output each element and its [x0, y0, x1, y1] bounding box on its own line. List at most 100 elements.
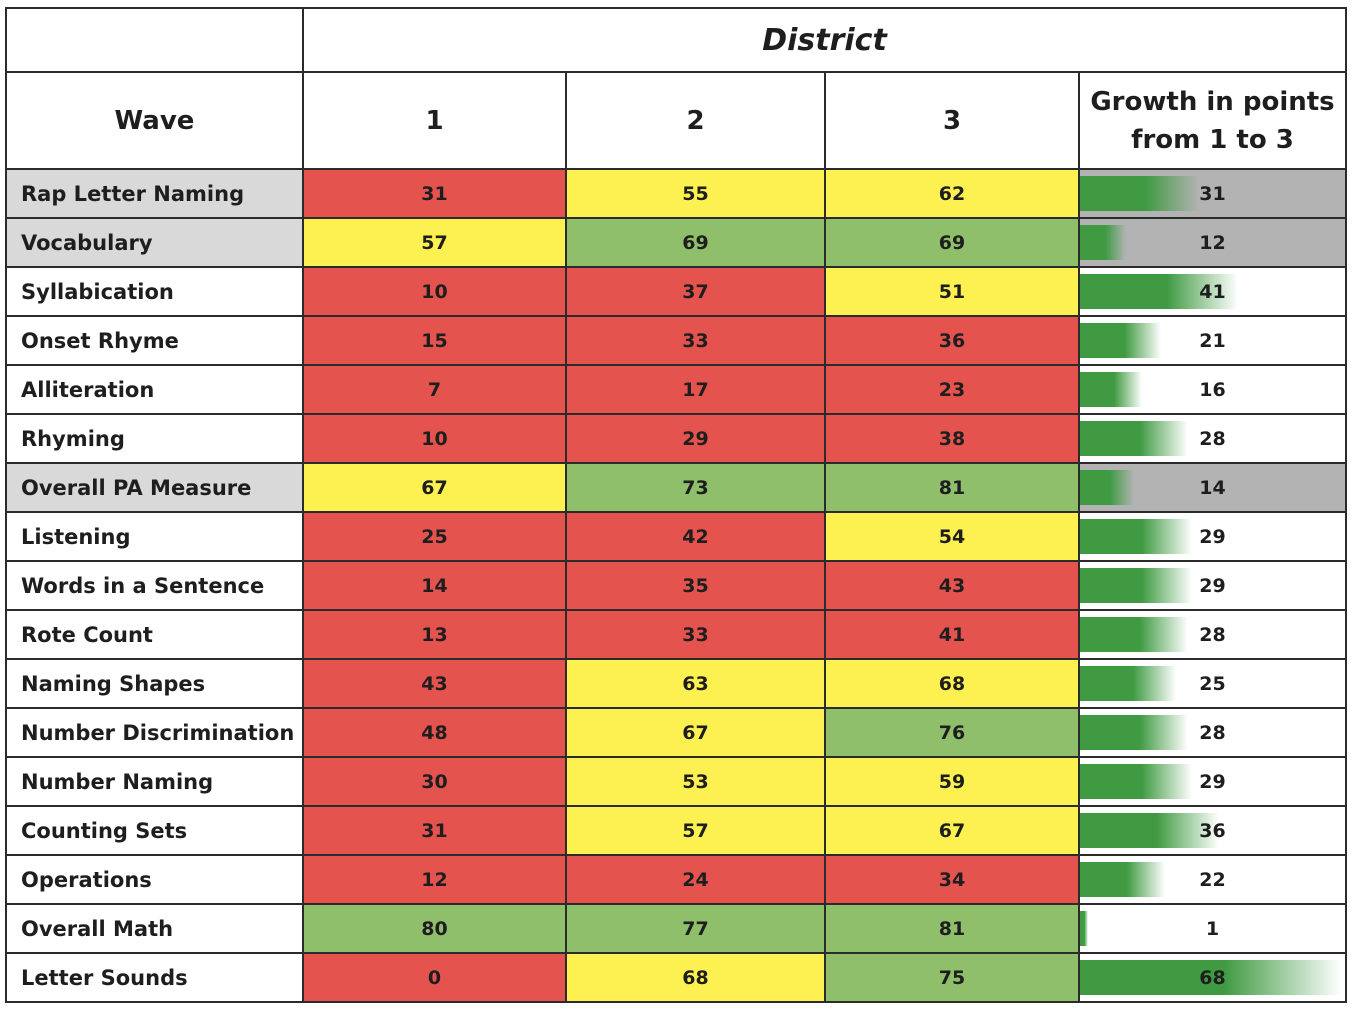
- value-cell: 31: [302, 805, 567, 856]
- growth-cell: 29: [1078, 756, 1347, 807]
- value-cell: 24: [565, 854, 826, 905]
- value-cell: 30: [302, 756, 567, 807]
- value-cell: 17: [565, 364, 826, 415]
- value-cell: 75: [824, 952, 1080, 1003]
- value-cell: 10: [302, 413, 567, 464]
- row-label: Rap Letter Naming: [5, 168, 304, 219]
- growth-bar: [1081, 421, 1188, 456]
- value-cell: 0: [302, 952, 567, 1003]
- value-cell: 14: [302, 560, 567, 611]
- value-cell: 67: [302, 462, 567, 513]
- value-cell: 31: [302, 168, 567, 219]
- growth-bar: [1081, 323, 1161, 358]
- value-cell: 69: [824, 217, 1080, 268]
- value-cell: 43: [824, 560, 1080, 611]
- value-cell: 35: [565, 560, 826, 611]
- value-cell: 43: [302, 658, 567, 709]
- growth-value: 28: [1199, 623, 1226, 646]
- table-row: Onset Rhyme 15 33 36 21: [5, 315, 1347, 366]
- growth-value: 36: [1199, 819, 1226, 842]
- value-cell: 15: [302, 315, 567, 366]
- row-label: Alliteration: [5, 364, 304, 415]
- value-cell: 67: [824, 805, 1080, 856]
- row-label: Syllabication: [5, 266, 304, 317]
- value-cell: 73: [565, 462, 826, 513]
- growth-cell: 41: [1078, 266, 1347, 317]
- growth-cell: 68: [1078, 952, 1347, 1003]
- value-cell: 51: [824, 266, 1080, 317]
- table-row: Overall Math 80 77 81 1: [5, 903, 1347, 954]
- table-row: Syllabication 10 37 51 41: [5, 266, 1347, 317]
- column-header-1: 1: [302, 71, 567, 170]
- row-label: Vocabulary: [5, 217, 304, 268]
- table-row: Overall PA Measure 67 73 81 14: [5, 462, 1347, 513]
- growth-value: 29: [1199, 770, 1226, 793]
- value-cell: 62: [824, 168, 1080, 219]
- growth-value: 12: [1199, 231, 1226, 254]
- value-cell: 29: [565, 413, 826, 464]
- table-row: Counting Sets 31 57 67 36: [5, 805, 1347, 856]
- growth-value: 25: [1199, 672, 1226, 695]
- growth-cell: 28: [1078, 609, 1347, 660]
- value-cell: 36: [824, 315, 1080, 366]
- growth-bar: [1081, 372, 1142, 407]
- table-row: Rhyming 10 29 38 28: [5, 413, 1347, 464]
- table-body: Rap Letter Naming 31 55 62 31 Vocabulary 57 69 6…: [5, 168, 1347, 1003]
- growth-value: 16: [1199, 378, 1226, 401]
- growth-bar: [1081, 764, 1192, 799]
- wave-header: Wave: [5, 71, 304, 170]
- table-row: Naming Shapes 43 63 68 25: [5, 658, 1347, 709]
- value-cell: 63: [565, 658, 826, 709]
- growth-value: 21: [1199, 329, 1226, 352]
- table-row: Number Naming 30 53 59 29: [5, 756, 1347, 807]
- growth-header-line1: Growth in points: [1090, 86, 1335, 117]
- column-header-3: 3: [824, 71, 1080, 170]
- growth-cell: 16: [1078, 364, 1347, 415]
- value-cell: 23: [824, 364, 1080, 415]
- growth-value: 14: [1199, 476, 1226, 499]
- value-cell: 81: [824, 903, 1080, 954]
- growth-header-line2: from 1 to 3: [1131, 124, 1294, 155]
- corner-cell: [5, 7, 304, 73]
- growth-bar: [1081, 274, 1238, 309]
- growth-value: 28: [1199, 427, 1226, 450]
- value-cell: 77: [565, 903, 826, 954]
- column-header-2: 2: [565, 71, 826, 170]
- growth-bar: [1081, 519, 1192, 554]
- growth-value: 29: [1199, 525, 1226, 548]
- district-header: District: [302, 7, 1347, 73]
- row-label: Rote Count: [5, 609, 304, 660]
- value-cell: 80: [302, 903, 567, 954]
- value-cell: 38: [824, 413, 1080, 464]
- row-label: Words in a Sentence: [5, 560, 304, 611]
- growth-value: 41: [1199, 280, 1226, 303]
- value-cell: 68: [824, 658, 1080, 709]
- table-row: Words in a Sentence 14 35 43 29: [5, 560, 1347, 611]
- growth-cell: 28: [1078, 707, 1347, 758]
- row-label: Rhyming: [5, 413, 304, 464]
- value-cell: 59: [824, 756, 1080, 807]
- row-label: Counting Sets: [5, 805, 304, 856]
- value-cell: 33: [565, 315, 826, 366]
- score-table-container: District Wave 1 2 3 Growth in points fro…: [5, 7, 1347, 1003]
- growth-value: 28: [1199, 721, 1226, 744]
- row-label: Operations: [5, 854, 304, 905]
- value-cell: 37: [565, 266, 826, 317]
- row-label: Number Naming: [5, 756, 304, 807]
- growth-bar: [1081, 176, 1199, 211]
- value-cell: 57: [302, 217, 567, 268]
- growth-value: 22: [1199, 868, 1226, 891]
- growth-cell: 14: [1078, 462, 1347, 513]
- value-cell: 12: [302, 854, 567, 905]
- growth-value: 1: [1205, 917, 1220, 940]
- row-label: Naming Shapes: [5, 658, 304, 709]
- value-cell: 34: [824, 854, 1080, 905]
- growth-bar: [1081, 813, 1219, 848]
- table-row: Rote Count 13 33 41 28: [5, 609, 1347, 660]
- row-label: Overall Math: [5, 903, 304, 954]
- growth-cell: 31: [1078, 168, 1347, 219]
- value-cell: 33: [565, 609, 826, 660]
- growth-cell: 28: [1078, 413, 1347, 464]
- row-label: Overall PA Measure: [5, 462, 304, 513]
- table-row: Alliteration 7 17 23 16: [5, 364, 1347, 415]
